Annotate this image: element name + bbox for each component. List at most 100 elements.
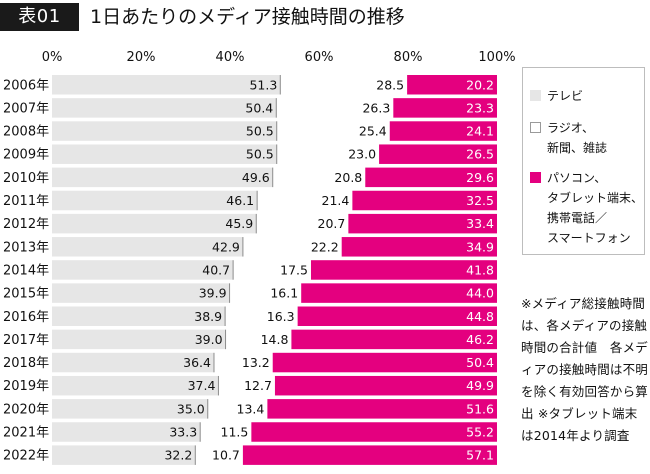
y-tick-label: 2010年 (3, 171, 49, 186)
y-tick-label: 2015年 (3, 287, 49, 302)
data-label-tv: 38.9 (194, 309, 222, 324)
data-label-pc-tablet-mobile: 20.2 (466, 77, 494, 92)
bar-tv (52, 75, 281, 95)
bar-tv (52, 352, 214, 373)
bar-tv (52, 121, 277, 141)
data-label-pc-tablet-mobile: 41.8 (466, 262, 494, 277)
y-tick-label: 2021年 (3, 426, 49, 441)
bar-radio-newspaper-magazine (229, 283, 302, 303)
bar-tv (52, 213, 257, 234)
bar-radio-newspaper-magazine (213, 352, 273, 373)
x-tick-label: 100% (478, 50, 515, 65)
data-label-tv: 49.6 (242, 170, 270, 185)
data-label-radio-newspaper-magazine: 28.5 (376, 77, 404, 92)
data-label-pc-tablet-mobile: 50.4 (466, 355, 494, 370)
data-label-tv: 33.3 (169, 425, 197, 440)
table-number-badge: 表01 (0, 3, 79, 31)
data-label-radio-newspaper-magazine: 20.7 (318, 216, 346, 231)
bar-tv (52, 422, 201, 442)
footnote: ※メディア総接触時間は、各メディアの接触時間の合計値 各メディアの接触時間は不明… (521, 296, 649, 443)
data-label-radio-newspaper-magazine: 12.7 (244, 378, 272, 393)
data-label-tv: 50.5 (246, 147, 274, 162)
data-label-radio-newspaper-magazine: 21.4 (322, 193, 350, 208)
bar-pc-tablet-mobile (389, 121, 497, 141)
y-tick-label: 2014年 (3, 263, 49, 278)
data-label-radio-newspaper-magazine: 26.3 (362, 100, 390, 115)
bar-pc-tablet-mobile (272, 352, 497, 373)
bar-pc-tablet-mobile (274, 375, 497, 396)
y-tick-label: 2018年 (3, 356, 49, 371)
bar-tv (52, 190, 258, 211)
bar-radio-newspaper-magazine (256, 213, 349, 234)
bar-radio-newspaper-magazine (276, 144, 380, 164)
bar-radio-newspaper-magazine (207, 399, 268, 419)
data-label-radio-newspaper-magazine: 20.8 (334, 170, 362, 185)
bar-tv (52, 237, 243, 257)
bar-radio-newspaper-magazine (225, 329, 292, 350)
y-tick-label: 2017年 (3, 333, 49, 348)
bar-pc-tablet-mobile (352, 190, 497, 211)
x-tick-label: 60% (305, 50, 334, 65)
bar-tv (52, 144, 277, 164)
legend-label-pc-tablet-mobile: パソコン、 タブレット端末、 携帯電話／ スマートフォン (547, 171, 644, 245)
y-tick-label: 2016年 (3, 310, 49, 325)
x-tick-label: 20% (127, 50, 156, 65)
bar-pc-tablet-mobile (379, 144, 497, 164)
bar-tv (52, 375, 219, 396)
data-label-radio-newspaper-magazine: 23.0 (348, 147, 376, 162)
legend-label-radio-newspaper-magazine: ラジオ、 新聞、雑誌 (547, 121, 608, 155)
bar-tv (52, 98, 277, 118)
bar-radio-newspaper-magazine (225, 306, 298, 326)
data-label-pc-tablet-mobile: 34.9 (466, 239, 494, 254)
bar-radio-newspaper-magazine (276, 98, 394, 118)
data-label-radio-newspaper-magazine: 16.3 (267, 309, 295, 324)
y-tick-label: 2012年 (3, 217, 49, 232)
data-label-tv: 35.0 (177, 401, 205, 416)
data-label-radio-newspaper-magazine: 11.5 (221, 425, 249, 440)
y-tick-label: 2009年 (3, 148, 49, 163)
data-label-pc-tablet-mobile: 29.6 (466, 170, 494, 185)
y-tick-label: 2013年 (3, 240, 49, 255)
bar-pc-tablet-mobile (407, 75, 497, 95)
data-label-pc-tablet-mobile: 49.9 (466, 378, 494, 393)
bar-tv (52, 306, 226, 326)
bar-radio-newspaper-magazine (233, 260, 311, 280)
y-tick-label: 2011年 (3, 194, 49, 209)
data-label-radio-newspaper-magazine: 22.2 (311, 239, 339, 254)
bar-pc-tablet-mobile (251, 422, 497, 442)
data-label-pc-tablet-mobile: 55.2 (466, 425, 494, 440)
legend-box (522, 67, 645, 255)
data-label-tv: 50.4 (245, 100, 273, 115)
data-label-pc-tablet-mobile: 33.4 (466, 216, 494, 231)
bar-tv (52, 260, 234, 280)
bar-tv (52, 445, 196, 465)
y-tick-label: 2007年 (3, 101, 49, 116)
bar-pc-tablet-mobile (297, 306, 497, 326)
data-label-radio-newspaper-magazine: 16.1 (270, 286, 298, 301)
data-label-pc-tablet-mobile: 26.5 (466, 147, 494, 162)
bar-pc-tablet-mobile (291, 329, 497, 350)
y-tick-label: 2008年 (3, 125, 49, 140)
data-label-tv: 50.5 (246, 124, 274, 139)
data-label-radio-newspaper-magazine: 17.5 (280, 262, 308, 277)
bar-radio-newspaper-magazine (200, 422, 252, 442)
bar-tv (52, 399, 208, 419)
x-tick-label: 0% (42, 50, 63, 65)
bar-radio-newspaper-magazine (272, 167, 366, 188)
legend-swatch-tv (530, 90, 541, 101)
data-label-pc-tablet-mobile: 44.8 (466, 309, 494, 324)
bar-pc-tablet-mobile (310, 260, 497, 280)
bar-radio-newspaper-magazine (257, 190, 353, 211)
bar-radio-newspaper-magazine (218, 375, 275, 396)
data-label-pc-tablet-mobile: 32.5 (466, 193, 494, 208)
data-label-tv: 42.9 (212, 239, 240, 254)
legend-swatch-radio-newspaper-magazine (530, 122, 541, 133)
data-label-tv: 51.3 (249, 77, 277, 92)
bar-tv (52, 167, 273, 188)
data-label-radio-newspaper-magazine: 13.2 (242, 355, 270, 370)
data-label-tv: 45.9 (225, 216, 253, 231)
bar-radio-newspaper-magazine (242, 237, 342, 257)
bar-pc-tablet-mobile (348, 213, 497, 234)
data-label-pc-tablet-mobile: 23.3 (466, 100, 494, 115)
